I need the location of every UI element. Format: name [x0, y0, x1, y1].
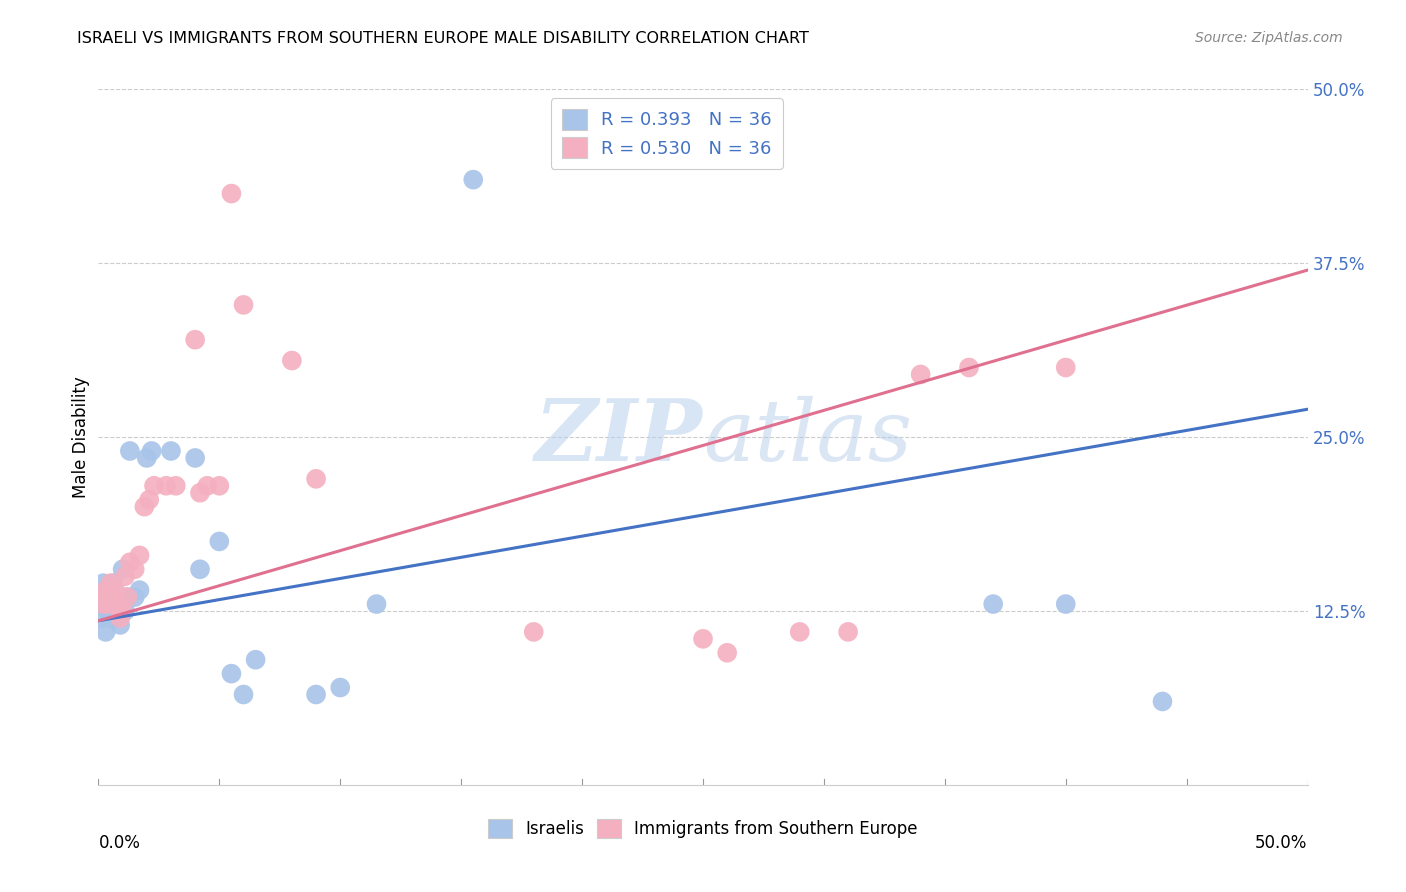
- Point: [100, 576, 122, 591]
- Point: [114, 569, 136, 583]
- Point: [1054, 597, 1077, 611]
- Point: [91, 597, 114, 611]
- Point: [100, 611, 122, 625]
- Point: [789, 624, 811, 639]
- Point: [716, 646, 738, 660]
- Point: [160, 444, 183, 458]
- Point: [94, 590, 117, 604]
- Text: ISRAELI VS IMMIGRANTS FROM SOUTHERN EUROPE MALE DISABILITY CORRELATION CHART: ISRAELI VS IMMIGRANTS FROM SOUTHERN EURO…: [77, 31, 810, 46]
- Point: [107, 597, 129, 611]
- Point: [118, 444, 141, 458]
- Point: [221, 666, 243, 681]
- Point: [188, 485, 211, 500]
- Point: [111, 604, 134, 618]
- Y-axis label: Male Disability: Male Disability: [72, 376, 90, 498]
- Point: [184, 450, 207, 465]
- Text: 0.0%: 0.0%: [98, 834, 141, 852]
- Point: [143, 479, 166, 493]
- Point: [117, 590, 139, 604]
- Point: [104, 597, 127, 611]
- Point: [188, 562, 211, 576]
- Point: [100, 597, 122, 611]
- Point: [124, 562, 146, 576]
- Point: [104, 583, 127, 598]
- Point: [118, 555, 141, 569]
- Point: [305, 688, 328, 702]
- Text: atlas: atlas: [703, 396, 912, 478]
- Point: [165, 479, 187, 493]
- Point: [94, 624, 117, 639]
- Point: [117, 590, 139, 604]
- Point: [208, 479, 231, 493]
- Point: [124, 590, 146, 604]
- Text: Source: ZipAtlas.com: Source: ZipAtlas.com: [1195, 31, 1343, 45]
- Point: [135, 450, 157, 465]
- Point: [104, 611, 127, 625]
- Point: [305, 472, 328, 486]
- Point: [128, 549, 150, 563]
- Point: [366, 597, 388, 611]
- Point: [523, 624, 546, 639]
- Point: [232, 298, 254, 312]
- Point: [90, 611, 112, 625]
- Point: [97, 583, 120, 598]
- Legend: Israelis, Immigrants from Southern Europe: Israelis, Immigrants from Southern Europ…: [479, 810, 927, 847]
- Point: [195, 479, 218, 493]
- Point: [108, 611, 131, 625]
- Text: ZIP: ZIP: [536, 395, 703, 479]
- Point: [232, 688, 254, 702]
- Point: [910, 368, 932, 382]
- Point: [91, 597, 114, 611]
- Point: [281, 353, 304, 368]
- Point: [329, 681, 352, 695]
- Point: [1152, 694, 1174, 708]
- Point: [114, 604, 136, 618]
- Point: [128, 583, 150, 598]
- Point: [97, 604, 120, 618]
- Point: [981, 597, 1004, 611]
- Text: 50.0%: 50.0%: [1256, 834, 1308, 852]
- Point: [463, 172, 485, 186]
- Point: [111, 562, 134, 576]
- Point: [184, 333, 207, 347]
- Point: [208, 534, 231, 549]
- Point: [101, 576, 124, 591]
- Point: [957, 360, 980, 375]
- Point: [1054, 360, 1077, 375]
- Point: [138, 492, 160, 507]
- Point: [94, 583, 117, 598]
- Point: [90, 590, 112, 604]
- Point: [155, 479, 177, 493]
- Point: [837, 624, 859, 639]
- Point: [108, 618, 131, 632]
- Point: [141, 444, 163, 458]
- Point: [221, 186, 243, 201]
- Point: [101, 590, 124, 604]
- Point: [692, 632, 714, 646]
- Point: [134, 500, 156, 514]
- Point: [245, 653, 267, 667]
- Point: [97, 597, 120, 611]
- Point: [91, 576, 114, 591]
- Point: [107, 597, 129, 611]
